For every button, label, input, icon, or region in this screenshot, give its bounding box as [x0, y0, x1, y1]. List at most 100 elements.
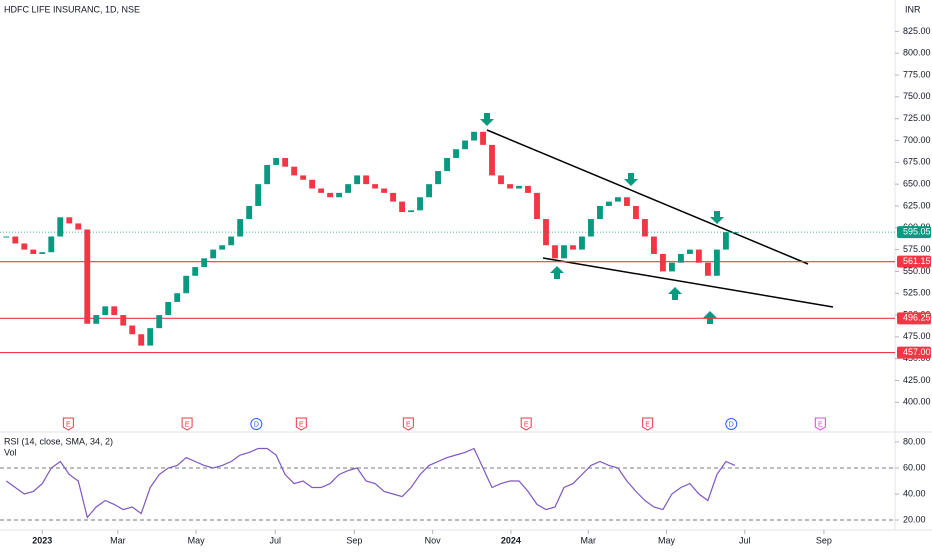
candle	[516, 185, 522, 189]
candle	[264, 164, 271, 185]
candle	[651, 236, 657, 254]
arrows	[480, 113, 724, 324]
candle	[677, 253, 684, 263]
event-label: E	[406, 421, 411, 428]
y-tick-label: 700.00	[903, 135, 931, 145]
event-marker	[62, 417, 74, 431]
event-label: D	[254, 421, 259, 428]
y-tick-label: 550.00	[903, 266, 931, 276]
level-tag	[897, 346, 931, 359]
candle	[39, 252, 46, 254]
candle	[552, 245, 558, 259]
candle	[75, 223, 82, 230]
candle	[345, 184, 352, 193]
event-label: E	[66, 421, 71, 428]
last-price-label: 595.05	[903, 226, 931, 236]
level-label: 496.25	[903, 313, 931, 323]
event-label: E	[645, 421, 650, 428]
candle	[282, 157, 289, 167]
arrow-down	[624, 173, 638, 186]
level-tag	[897, 312, 931, 325]
candle	[507, 184, 513, 189]
rsi-line	[5, 447, 736, 519]
chart-title: HDFC LIFE INSURANC, 1D, NSE	[4, 4, 140, 14]
candle	[731, 232, 738, 234]
candle	[21, 243, 28, 250]
candle	[471, 131, 477, 141]
candle	[192, 267, 199, 276]
trend-line	[486, 129, 809, 265]
x-tick-label: Mar	[110, 535, 126, 545]
candle	[183, 275, 190, 294]
rsi-y-tick-label: 80.00	[903, 436, 926, 446]
y-tick-label: 575.00	[903, 244, 931, 254]
x-tick-label: Mar	[581, 535, 597, 545]
candle	[408, 210, 414, 213]
candle	[669, 262, 675, 272]
x-tick-label: Nov	[425, 535, 442, 545]
candle	[102, 306, 109, 316]
candle	[111, 306, 118, 316]
y-tick-label: 475.00	[903, 331, 931, 341]
rsi-title: RSI (14, close, SMA, 34, 2)	[4, 436, 113, 446]
y-tick-label: 800.00	[903, 48, 931, 58]
trend-line	[542, 257, 834, 308]
y-tick-label: 825.00	[903, 26, 931, 36]
candle	[713, 249, 720, 276]
event-marker	[725, 418, 738, 430]
candle	[219, 245, 226, 250]
candle	[381, 188, 388, 193]
volume-label: Vol	[4, 447, 17, 457]
x-tick-label: 2023	[32, 535, 52, 545]
event-label: E	[185, 421, 190, 428]
candle	[588, 219, 594, 237]
candle	[30, 249, 37, 254]
x-tick-label: Sep	[346, 535, 362, 545]
event-label: E	[524, 421, 529, 428]
candle	[561, 245, 567, 259]
x-tick-label: Jul	[739, 535, 751, 545]
arrow-up	[703, 311, 717, 324]
candle	[57, 217, 64, 237]
candle	[606, 201, 612, 206]
candle	[570, 245, 576, 250]
candle	[255, 184, 262, 206]
event-marker	[814, 417, 826, 431]
level-tag	[897, 255, 931, 268]
arrow-up	[550, 266, 564, 279]
x-tick-label: May	[658, 535, 676, 545]
candle	[695, 249, 702, 263]
candle	[201, 258, 208, 268]
candle	[129, 325, 136, 335]
event-marker	[402, 417, 414, 431]
candle	[525, 185, 531, 193]
event-marker	[181, 417, 193, 431]
candle	[327, 192, 334, 198]
candle	[210, 249, 217, 259]
candle	[273, 157, 280, 165]
event-label: E	[299, 421, 304, 428]
candle	[138, 334, 145, 346]
arrow-down	[710, 211, 724, 224]
candle	[300, 175, 307, 180]
candle	[498, 175, 504, 185]
event-marker	[295, 417, 307, 431]
x-tick-label: May	[188, 535, 206, 545]
candle	[390, 192, 397, 202]
candle	[686, 249, 693, 254]
candle	[426, 184, 432, 198]
y-tick-label: 725.00	[903, 113, 931, 123]
candle	[534, 192, 540, 220]
candle	[354, 175, 361, 185]
arrow-up	[668, 287, 682, 300]
candle	[704, 262, 711, 276]
candle	[633, 205, 639, 220]
candle	[543, 219, 549, 246]
level-label: 561.15	[903, 256, 931, 266]
candle	[453, 149, 459, 158]
candle	[66, 217, 73, 224]
y-tick-label: 675.00	[903, 157, 931, 167]
candle	[444, 157, 450, 172]
candle	[156, 315, 163, 329]
